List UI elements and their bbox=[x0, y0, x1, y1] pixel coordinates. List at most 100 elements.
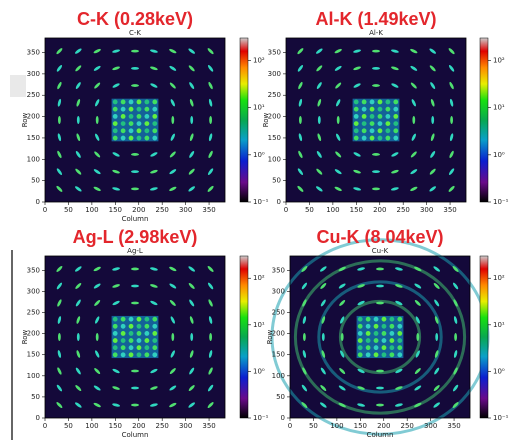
diffraction-spot bbox=[452, 384, 459, 392]
diffraction-spot bbox=[169, 151, 176, 158]
y-tick-label: 150 bbox=[268, 134, 281, 142]
x-tick-label: 300 bbox=[420, 206, 433, 214]
diffraction-spot bbox=[150, 49, 158, 53]
diffraction-spot bbox=[376, 284, 384, 288]
diffraction-spot bbox=[57, 299, 62, 307]
diffraction-spot bbox=[56, 384, 63, 392]
diffraction-spot bbox=[56, 402, 63, 409]
y-tick-label: 200 bbox=[272, 330, 285, 338]
diffraction-spot bbox=[320, 282, 327, 289]
diffraction-spot bbox=[189, 98, 194, 107]
diffraction-spot bbox=[414, 299, 421, 306]
diffraction-spot bbox=[56, 265, 63, 272]
diffraction-spot bbox=[453, 299, 458, 307]
diffraction-spot bbox=[430, 82, 436, 89]
diffraction-spot bbox=[335, 151, 342, 158]
diffraction-spot bbox=[414, 368, 421, 375]
center-spot bbox=[361, 121, 367, 127]
center-spot bbox=[353, 113, 359, 119]
center-spot bbox=[393, 106, 399, 112]
diffraction-spot bbox=[94, 368, 101, 375]
diffraction-spot bbox=[188, 186, 196, 192]
diffraction-spot bbox=[320, 385, 327, 392]
diffraction-spot bbox=[391, 169, 399, 174]
diffraction-spot bbox=[302, 316, 307, 324]
diffraction-spot bbox=[94, 299, 101, 306]
diffraction-spot bbox=[338, 402, 346, 408]
center-spot bbox=[389, 338, 395, 343]
diffraction-spot bbox=[75, 282, 82, 289]
x-tick-label: 0 bbox=[284, 206, 288, 214]
diffraction-spot bbox=[112, 169, 120, 174]
center-spot bbox=[389, 331, 395, 336]
center-spot bbox=[369, 121, 375, 127]
center-spot bbox=[389, 316, 395, 322]
center-spot bbox=[357, 323, 363, 329]
center-spot bbox=[136, 331, 142, 336]
colorbar-tick-label: 10⁰ bbox=[253, 367, 265, 375]
center-spot bbox=[120, 128, 126, 134]
y-tick-label: 100 bbox=[27, 155, 40, 163]
center-spot bbox=[377, 135, 383, 141]
diffraction-spot bbox=[169, 48, 177, 54]
diffraction-spot bbox=[190, 116, 194, 124]
center-spot bbox=[144, 316, 150, 322]
diffraction-spot bbox=[76, 98, 81, 107]
diffraction-spot bbox=[188, 402, 196, 408]
diffraction-spot bbox=[208, 98, 213, 107]
diffraction-spot bbox=[56, 185, 63, 192]
diffraction-spot bbox=[372, 49, 380, 53]
diffraction-spot bbox=[353, 66, 361, 71]
y-tick-label: 250 bbox=[27, 309, 40, 317]
diffraction-spot bbox=[95, 133, 100, 141]
diffraction-spot bbox=[189, 299, 195, 307]
y-tick-label: 300 bbox=[268, 70, 281, 78]
diffraction-spot bbox=[112, 386, 120, 390]
diffraction-spot bbox=[93, 283, 101, 289]
diffraction-spot bbox=[207, 65, 214, 72]
center-spot bbox=[381, 316, 387, 322]
center-spot bbox=[381, 323, 387, 329]
diffraction-spot bbox=[336, 116, 340, 124]
center-glow bbox=[111, 315, 159, 359]
diffraction-spot bbox=[207, 48, 214, 55]
diffraction-spot bbox=[207, 402, 214, 409]
center-spot bbox=[152, 113, 158, 119]
center-spot bbox=[144, 121, 150, 127]
x-tick-label: 0 bbox=[43, 422, 47, 430]
diffraction-spot bbox=[335, 82, 342, 89]
diffraction-spot bbox=[435, 333, 439, 341]
center-glow bbox=[356, 315, 404, 359]
diffraction-spot bbox=[169, 169, 177, 175]
diffraction-spot bbox=[315, 186, 323, 192]
center-spot bbox=[120, 331, 126, 336]
x-tick-label: 350 bbox=[443, 206, 456, 214]
x-tick-label: 250 bbox=[156, 206, 169, 214]
colorbar bbox=[479, 37, 489, 203]
center-spot bbox=[112, 128, 118, 134]
diffraction-spot bbox=[150, 300, 158, 306]
diffraction-spot bbox=[131, 170, 139, 174]
diffraction-spot bbox=[169, 385, 177, 391]
center-spot bbox=[353, 99, 359, 105]
diffraction-spot bbox=[169, 299, 176, 306]
center-spot bbox=[397, 352, 403, 358]
colorbar-tick-label: 10⁻¹ bbox=[493, 414, 509, 422]
y-tick-label: 350 bbox=[272, 266, 285, 274]
center-spot bbox=[136, 128, 142, 134]
center-spot bbox=[112, 331, 118, 336]
diffraction-spot bbox=[131, 284, 139, 288]
diffraction-spot bbox=[207, 282, 214, 290]
diffraction-spot bbox=[338, 266, 346, 272]
center-spot bbox=[353, 106, 359, 112]
diffraction-spot bbox=[429, 65, 436, 72]
diffraction-spot bbox=[376, 267, 384, 271]
diffraction-spot bbox=[208, 350, 213, 358]
diffraction-spot bbox=[433, 266, 441, 272]
y-tick-label: 150 bbox=[27, 351, 40, 359]
center-spot bbox=[369, 113, 375, 119]
plot-frame bbox=[44, 37, 226, 203]
diffraction-spot bbox=[301, 402, 308, 409]
x-tick-label: 200 bbox=[132, 206, 145, 214]
diffraction-spot bbox=[414, 266, 422, 272]
